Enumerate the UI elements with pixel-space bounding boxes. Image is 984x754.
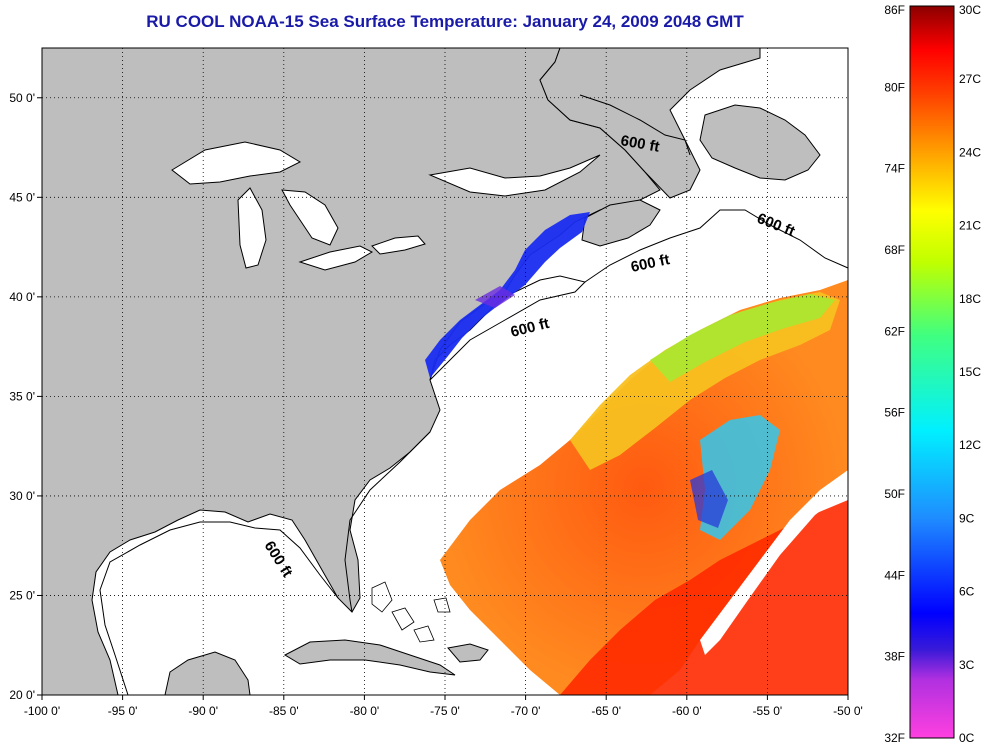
lat-tick-label: 20 0' — [9, 688, 35, 702]
land-cuba — [283, 639, 456, 676]
colorbar-f-label: 56F — [884, 406, 905, 420]
lon-tick-label: -60 0' — [672, 704, 702, 718]
colorbar-c-label: 0C — [959, 731, 975, 745]
colorbar-gradient — [909, 5, 955, 739]
colorbar-c-label: 3C — [959, 658, 975, 672]
colorbar-f-label: 50F — [884, 487, 905, 501]
colorbar-f-label: 38F — [884, 650, 905, 664]
colorbar-f-label: 74F — [884, 162, 905, 176]
lon-tick-label: -100 0' — [24, 704, 60, 718]
contour-label: 600 ft — [619, 132, 661, 156]
colorbar-fahrenheit-labels: 86F 80F 74F 68F 62F 56F 50F 44F 38F 32F — [884, 3, 905, 745]
lat-tick-label: 30 0' — [9, 489, 35, 503]
sst-warm-region — [440, 280, 848, 695]
lon-tick-label: -70 0' — [511, 704, 541, 718]
colorbar-f-label: 80F — [884, 80, 905, 94]
colorbar-c-label: 27C — [959, 72, 981, 86]
lat-tick-label: 40 0' — [9, 290, 35, 304]
colorbar-c-label: 15C — [959, 365, 981, 379]
longitude-labels: -100 0' -95 0' -90 0' -85 0' -80 0' -75 0' -70… — [24, 695, 863, 718]
colorbar: 86F 80F 74F 68F 62F 56F 50F 44F 38F 32F 30C 27C 24C… — [884, 3, 981, 745]
map-title: RU COOL NOAA-15 Sea Surface Temperature:… — [146, 12, 744, 31]
sst-green-band — [650, 294, 835, 382]
map-area: 600 ft 600 ft 600 ft 600 ft 600 ft — [41, 47, 849, 696]
land-newfoundland — [699, 104, 821, 181]
land-atlantic-canada — [539, 47, 761, 199]
great-lakes — [171, 141, 601, 271]
lon-tick-label: -80 0' — [350, 704, 380, 718]
colorbar-celsius-labels: 30C 27C 24C 21C 18C 15C 12C 9C 6C 3C 0C — [959, 3, 981, 745]
land-hispaniola — [447, 643, 489, 663]
colorbar-f-label: 86F — [884, 3, 905, 17]
land-nova-scotia — [581, 199, 661, 247]
lon-tick-label: -95 0' — [108, 704, 138, 718]
latitude-labels: 50 0' 45 0' 40 0' 35 0' 30 0' 25 0' 20 0' — [9, 91, 42, 702]
lat-tick-label: 25 0' — [9, 588, 35, 602]
colorbar-f-label: 68F — [884, 243, 905, 257]
lat-tick-label: 35 0' — [9, 389, 35, 403]
land-bahamas — [371, 581, 451, 643]
colorbar-f-label: 44F — [884, 568, 905, 582]
lon-tick-label: -65 0' — [591, 704, 621, 718]
colorbar-c-label: 18C — [959, 292, 981, 306]
lat-tick-label: 50 0' — [9, 91, 35, 105]
sst-blue-streaks — [690, 470, 728, 528]
sst-yellow-band — [570, 292, 840, 470]
lon-tick-label: -85 0' — [269, 704, 299, 718]
colorbar-c-label: 24C — [959, 145, 981, 159]
lon-tick-label: -50 0' — [833, 704, 863, 718]
lon-tick-label: -75 0' — [430, 704, 460, 718]
lat-tick-label: 45 0' — [9, 190, 35, 204]
colorbar-c-label: 21C — [959, 219, 981, 233]
land-yucatan — [164, 651, 251, 696]
colorbar-f-label: 62F — [884, 324, 905, 338]
colorbar-c-label: 12C — [959, 438, 981, 452]
lon-tick-label: -55 0' — [753, 704, 783, 718]
colorbar-c-label: 6C — [959, 585, 975, 599]
lon-tick-label: -90 0' — [188, 704, 218, 718]
colorbar-c-label: 30C — [959, 3, 981, 17]
sst-data — [425, 212, 848, 695]
colorbar-c-label: 9C — [959, 511, 975, 525]
sst-cloud-gap — [700, 470, 848, 655]
colorbar-f-label: 32F — [884, 731, 905, 745]
